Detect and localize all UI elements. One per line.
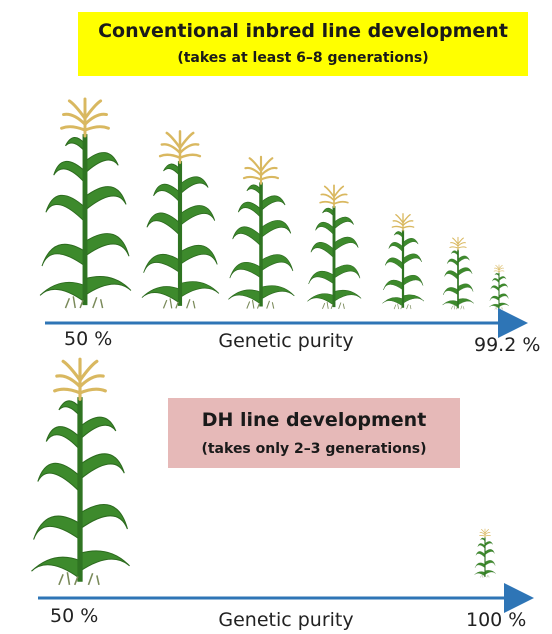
- axis-label: Genetic purity: [218, 330, 353, 352]
- diagram: Conventional inbred line development (ta…: [0, 0, 552, 634]
- title: DH line development: [202, 409, 427, 431]
- axis-label: Genetic purity: [218, 609, 353, 631]
- plants: [40, 99, 509, 310]
- axis-start: 50 %: [64, 328, 112, 350]
- plants: [31, 359, 495, 585]
- axis-end: 99.2 %: [474, 334, 540, 356]
- axis-start: 50 %: [50, 605, 98, 627]
- title: Conventional inbred line development: [98, 20, 508, 42]
- subtitle: (takes only 2–3 generations): [201, 441, 426, 457]
- axis-end: 100 %: [466, 609, 526, 631]
- subtitle: (takes at least 6–8 generations): [177, 50, 428, 66]
